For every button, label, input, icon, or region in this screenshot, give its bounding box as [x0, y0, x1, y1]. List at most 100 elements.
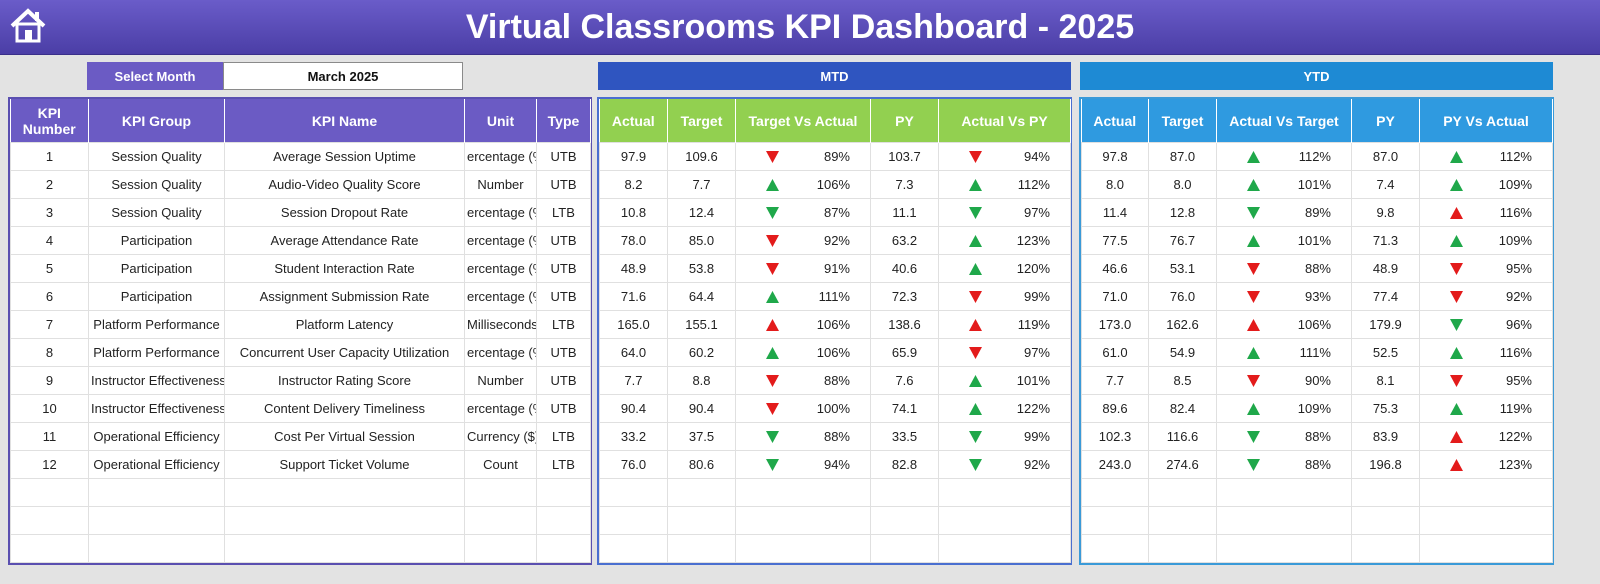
indicator-cell: 94%	[938, 142, 1071, 171]
cell: 89.6	[1081, 394, 1149, 423]
cell: Session Quality	[88, 170, 225, 199]
indicator-cell: 87%	[735, 198, 871, 227]
empty-cell	[88, 478, 225, 507]
empty-cell	[599, 478, 668, 507]
indicator: 99%	[940, 429, 1070, 444]
cell: Participation	[88, 226, 225, 255]
cell: 60.2	[667, 338, 736, 367]
empty-cell	[1148, 506, 1217, 535]
row: 71.0 76.0 93% 77.4 92%	[1081, 282, 1553, 311]
cell: 65.9	[870, 338, 939, 367]
cell: Average Attendance Rate	[224, 226, 465, 255]
down-arrow	[766, 206, 779, 219]
cell: 102.3	[1081, 422, 1149, 451]
header-row: KPI Number KPI Group KPI Name Unit Type	[10, 99, 591, 143]
indicator-cell: 119%	[1419, 394, 1553, 423]
empty-cell	[1148, 534, 1217, 563]
indicator-cell: 101%	[938, 366, 1071, 395]
cell: 162.6	[1148, 310, 1217, 339]
cell: 155.1	[667, 310, 736, 339]
indicator-cell: 99%	[938, 282, 1071, 311]
indicator-cell: 88%	[1216, 450, 1352, 479]
cell: 64.0	[599, 338, 668, 367]
cell: Operational Efficiency	[88, 422, 225, 451]
indicator: 119%	[1421, 401, 1552, 416]
indicator: 88%	[1218, 429, 1351, 444]
indicator-cell: 122%	[938, 394, 1071, 423]
empty-cell	[735, 534, 871, 563]
row: 9 Instructor Effectiveness Instructor Rati…	[10, 366, 591, 395]
indicator-cell: 106%	[1216, 310, 1352, 339]
percent: 106%	[816, 345, 850, 360]
up-arrow	[969, 318, 982, 331]
cell: 80.6	[667, 450, 736, 479]
empty-cell	[536, 534, 591, 563]
up-arrow	[1247, 150, 1260, 163]
indicator-cell: 122%	[1419, 422, 1553, 451]
indicator: 112%	[940, 177, 1070, 192]
percent: 99%	[1023, 429, 1050, 444]
down-arrow	[766, 262, 779, 275]
cell: LTB	[536, 198, 591, 227]
percent: 123%	[1498, 457, 1532, 472]
up-arrow	[1450, 206, 1463, 219]
cell: Instructor Effectiveness	[88, 394, 225, 423]
empty-cell	[1351, 534, 1420, 563]
cell: 8.5	[1148, 366, 1217, 395]
percent: 99%	[1023, 289, 1050, 304]
indicator: 99%	[940, 289, 1070, 304]
column-header: Actual	[599, 99, 668, 143]
down-arrow	[766, 150, 779, 163]
cell: Milliseconds	[464, 310, 537, 339]
indicator: 100%	[737, 401, 870, 416]
percent: 109%	[1498, 233, 1532, 248]
cell: Number	[464, 366, 537, 395]
percent: 96%	[1505, 317, 1532, 332]
cell: 2	[10, 170, 89, 199]
cell: 85.0	[667, 226, 736, 255]
percent: 120%	[1016, 261, 1050, 276]
indicator: 92%	[737, 233, 870, 248]
row: 90.4 90.4 100% 74.1 122%	[599, 394, 1071, 423]
percent: 88%	[1304, 429, 1331, 444]
indicator-cell: 96%	[1419, 310, 1553, 339]
empty-row	[599, 478, 1071, 507]
column-header: Target	[1148, 99, 1217, 143]
cell: Cost Per Virtual Session	[224, 422, 465, 451]
month-dropdown[interactable]: March 2025	[223, 62, 463, 90]
ytd-header: YTD	[1080, 62, 1553, 90]
indicator-cell: 88%	[735, 366, 871, 395]
empty-cell	[1419, 534, 1553, 563]
indicator-cell: 111%	[735, 282, 871, 311]
cell: UTB	[536, 142, 591, 171]
cell: 61.0	[1081, 338, 1149, 367]
row: 33.2 37.5 88% 33.5 99%	[599, 422, 1071, 451]
empty-cell	[735, 478, 871, 507]
cell: Session Dropout Rate	[224, 198, 465, 227]
row: 8 Platform Performance Concurrent User Cap…	[10, 338, 591, 367]
empty-row	[10, 478, 591, 507]
home-icon[interactable]	[8, 6, 48, 44]
indicator: 122%	[1421, 429, 1552, 444]
down-arrow	[766, 458, 779, 471]
empty-row	[1081, 534, 1553, 563]
header-row: Actual Target Actual Vs Target PY PY Vs Actu…	[1081, 99, 1553, 143]
percent: 93%	[1304, 289, 1331, 304]
indicator: 96%	[1421, 317, 1552, 332]
up-arrow	[969, 402, 982, 415]
column-header: Actual Vs Target	[1216, 99, 1352, 143]
percent: 122%	[1016, 401, 1050, 416]
cell: ercentage (%	[464, 198, 537, 227]
indicator: 95%	[1421, 261, 1552, 276]
indicator: 93%	[1218, 289, 1351, 304]
up-arrow	[1450, 346, 1463, 359]
empty-row	[10, 534, 591, 563]
indicator-cell: 106%	[735, 338, 871, 367]
cell: 97.9	[599, 142, 668, 171]
percent: 94%	[1023, 149, 1050, 164]
column-header: PY	[870, 99, 939, 143]
indicator: 111%	[1218, 345, 1351, 360]
up-arrow	[1450, 150, 1463, 163]
cell: LTB	[536, 422, 591, 451]
